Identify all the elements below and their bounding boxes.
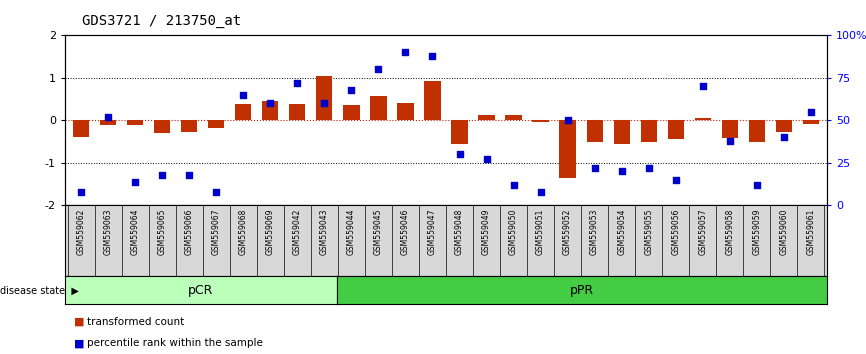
Bar	[343, 105, 359, 120]
Text: GSM559051: GSM559051	[536, 209, 545, 255]
Text: GSM559064: GSM559064	[131, 209, 139, 255]
Point	[210, 189, 223, 195]
Text: GSM559045: GSM559045	[374, 209, 383, 255]
Bar	[181, 120, 197, 132]
Bar	[533, 120, 549, 122]
Bar	[397, 103, 414, 120]
Bar	[451, 120, 468, 144]
Point	[777, 135, 791, 140]
Point	[669, 177, 682, 183]
Point	[804, 109, 818, 115]
Bar	[721, 120, 738, 138]
Bar	[586, 120, 603, 142]
Bar	[668, 120, 684, 139]
Text: ■: ■	[74, 317, 87, 327]
Bar	[749, 120, 765, 142]
Bar	[478, 115, 494, 120]
Text: GSM559055: GSM559055	[644, 209, 653, 255]
Point	[588, 165, 602, 171]
Bar	[803, 120, 819, 124]
Text: GSM559057: GSM559057	[698, 209, 708, 255]
Bar	[613, 120, 630, 144]
Text: GSM559049: GSM559049	[482, 209, 491, 255]
Text: GSM559058: GSM559058	[725, 209, 734, 255]
Text: transformed count: transformed count	[87, 317, 184, 327]
Point	[290, 80, 304, 86]
Text: GSM559067: GSM559067	[212, 209, 221, 255]
Text: percentile rank within the sample: percentile rank within the sample	[87, 338, 262, 348]
Text: disease state  ▶: disease state ▶	[0, 285, 79, 295]
Point	[750, 182, 764, 188]
Point	[318, 101, 332, 106]
Point	[480, 156, 494, 162]
Point	[398, 50, 412, 55]
Point	[183, 172, 197, 178]
Point	[236, 92, 250, 98]
Bar	[154, 120, 171, 133]
Bar	[371, 96, 386, 120]
Point	[507, 182, 520, 188]
Text: GSM559063: GSM559063	[104, 209, 113, 255]
Text: GSM559054: GSM559054	[617, 209, 626, 255]
Text: ■: ■	[74, 338, 87, 348]
Text: GSM559059: GSM559059	[753, 209, 761, 255]
Text: GSM559053: GSM559053	[590, 209, 599, 255]
Text: GSM559066: GSM559066	[184, 209, 194, 255]
Text: GSM559068: GSM559068	[239, 209, 248, 255]
Point	[533, 189, 547, 195]
Point	[560, 118, 574, 123]
Text: GSM559065: GSM559065	[158, 209, 167, 255]
Text: GSM559048: GSM559048	[455, 209, 464, 255]
Point	[345, 87, 359, 93]
Text: GSM559060: GSM559060	[779, 209, 788, 255]
Point	[263, 101, 277, 106]
Point	[74, 189, 88, 195]
Bar	[73, 120, 89, 137]
Text: pCR: pCR	[188, 284, 214, 297]
Text: GSM559061: GSM559061	[806, 209, 815, 255]
Text: GSM559043: GSM559043	[320, 209, 329, 255]
Bar	[316, 76, 333, 120]
Bar	[289, 104, 306, 120]
Text: GDS3721 / 213750_at: GDS3721 / 213750_at	[82, 14, 242, 28]
Bar	[127, 120, 143, 125]
Point	[453, 152, 467, 157]
Bar	[559, 120, 576, 178]
Bar	[262, 101, 279, 120]
Text: GSM559062: GSM559062	[77, 209, 86, 255]
Point	[372, 67, 385, 72]
Text: GSM559042: GSM559042	[293, 209, 302, 255]
Point	[615, 169, 629, 174]
Bar	[100, 120, 116, 125]
Text: GSM559052: GSM559052	[563, 209, 572, 255]
Point	[425, 53, 439, 59]
Point	[723, 138, 737, 144]
Bar	[776, 120, 792, 132]
Bar	[695, 118, 711, 120]
Text: pPR: pPR	[570, 284, 594, 297]
Text: GSM559044: GSM559044	[347, 209, 356, 255]
Bar	[641, 120, 656, 142]
Point	[101, 114, 115, 120]
Bar	[208, 120, 224, 128]
Text: GSM559069: GSM559069	[266, 209, 275, 255]
Text: GSM559047: GSM559047	[428, 209, 437, 255]
Text: GSM559050: GSM559050	[509, 209, 518, 255]
Bar	[236, 104, 251, 120]
Point	[128, 179, 142, 184]
Text: GSM559056: GSM559056	[671, 209, 680, 255]
Point	[155, 172, 169, 178]
Point	[695, 84, 709, 89]
Bar	[506, 115, 521, 120]
Text: GSM559046: GSM559046	[401, 209, 410, 255]
Point	[642, 165, 656, 171]
Bar	[424, 81, 441, 120]
